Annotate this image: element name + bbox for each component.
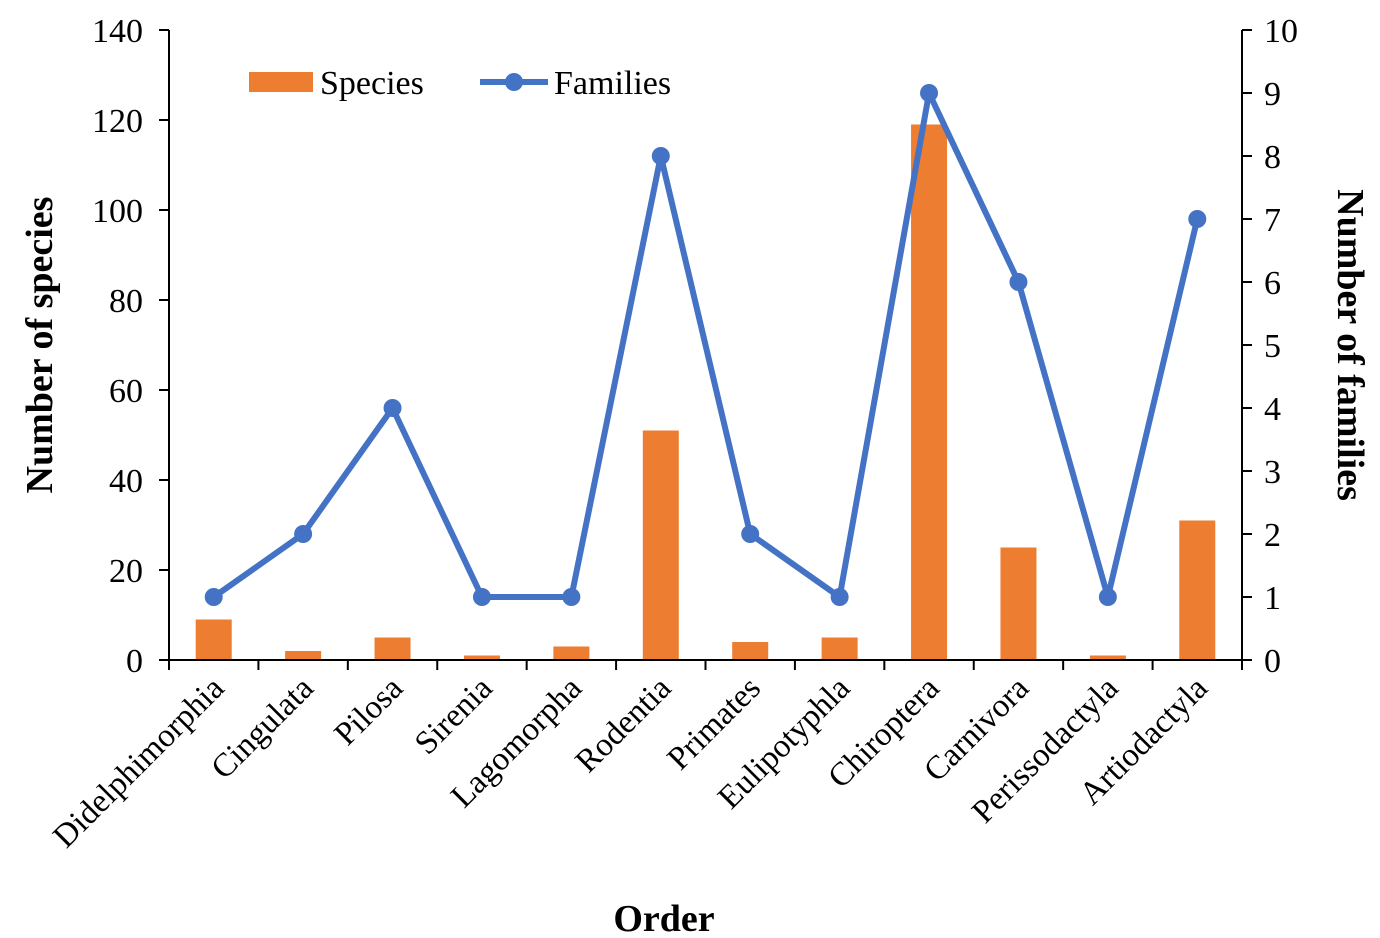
y2-tick-label: 8 — [1264, 139, 1281, 176]
bar-species-pilosa — [374, 637, 411, 660]
y2-axis-title: Number of families — [1329, 189, 1371, 501]
point-families-artiodactyla — [1188, 210, 1207, 228]
point-families-pilosa — [383, 399, 402, 417]
bar-species-artiodactyla — [1179, 520, 1216, 660]
category-label-rodentia: Rodentia — [569, 670, 679, 780]
y2-tick-label: 0 — [1264, 643, 1281, 680]
y-tick-label: 60 — [109, 373, 143, 410]
point-families-eulipotyphla — [830, 588, 849, 606]
point-families-rodentia — [651, 147, 670, 165]
point-families-chiroptera — [920, 84, 939, 102]
species-bars — [195, 124, 1216, 660]
y2-tick-label: 3 — [1264, 454, 1281, 491]
left-axis-ticks: 0 20 40 60 80 100 120 140 — [92, 13, 169, 680]
point-families-sirenia — [472, 588, 491, 606]
y2-tick-label: 9 — [1264, 76, 1281, 113]
point-families-lagomorpha — [562, 588, 581, 606]
point-families-cingulata — [294, 525, 313, 543]
legend-species-label: Species — [320, 65, 424, 102]
point-families-didelphimorphia — [204, 588, 223, 606]
bar-species-chiroptera — [911, 124, 948, 660]
category-label-pilosa: Pilosa — [328, 670, 411, 753]
legend-species-swatch — [249, 72, 313, 92]
y2-tick-label: 4 — [1264, 391, 1281, 428]
y2-tick-label: 7 — [1264, 202, 1281, 239]
bar-species-eulipotyphla — [821, 637, 858, 660]
y2-tick-label: 6 — [1264, 265, 1281, 302]
y-tick-label: 100 — [92, 193, 143, 230]
y-tick-label: 80 — [109, 283, 143, 320]
y-tick-label: 40 — [109, 463, 143, 500]
y-tick-label: 140 — [92, 13, 143, 50]
y2-tick-label: 1 — [1264, 580, 1281, 617]
right-axis-ticks: 0 1 2 3 4 5 6 7 8 9 10 — [1242, 13, 1298, 680]
y-tick-label: 120 — [92, 103, 143, 140]
x-axis-title: Order — [613, 898, 714, 938]
y2-tick-label: 5 — [1264, 328, 1281, 365]
point-families-primates — [741, 525, 760, 543]
bar-species-cingulata — [285, 651, 322, 660]
y-tick-label: 0 — [126, 643, 143, 680]
bar-species-rodentia — [642, 430, 679, 660]
families-line — [204, 84, 1207, 606]
y2-tick-label: 10 — [1264, 13, 1298, 50]
y-tick-label: 20 — [109, 553, 143, 590]
bar-species-sirenia — [463, 655, 500, 660]
legend: Species Families — [249, 65, 671, 102]
point-families-perissodactyla — [1098, 588, 1117, 606]
bar-species-lagomorpha — [553, 646, 590, 660]
bar-species-primates — [732, 642, 769, 660]
legend-families-label: Families — [554, 65, 671, 102]
bar-species-perissodactyla — [1089, 655, 1126, 660]
category-label-didelphimorphia: Didelphimorphia — [46, 670, 231, 855]
bar-species-didelphimorphia — [195, 619, 232, 660]
legend-families-marker — [505, 73, 523, 91]
point-families-carnivora — [1009, 273, 1028, 291]
bar-species-carnivora — [1000, 547, 1037, 660]
y2-tick-label: 2 — [1264, 517, 1281, 554]
y-axis-title: Number of species — [19, 197, 61, 494]
families-polyline — [211, 90, 1201, 600]
